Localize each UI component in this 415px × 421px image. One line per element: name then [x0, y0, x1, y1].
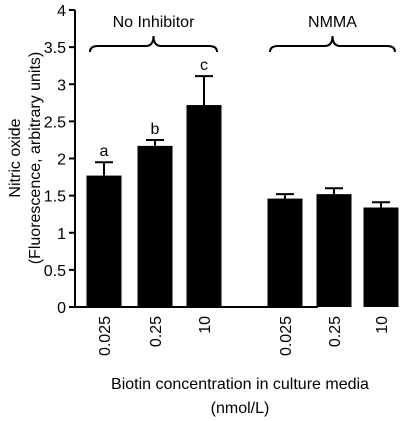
group-brace [269, 35, 396, 53]
y-tick-label: 3 [57, 77, 66, 94]
y-tick-label: 4 [57, 3, 66, 20]
group-label: NMMA [308, 14, 357, 31]
group-brace [89, 35, 218, 53]
group-label: No Inhibitor [113, 14, 195, 31]
y-tick-label: 0.5 [44, 263, 66, 280]
x-tick-label: 0.025 [278, 316, 295, 356]
y-tick-label: 3.5 [44, 40, 66, 57]
x-tick-label: 10 [197, 316, 214, 334]
axes: 0 0.5 1 1.5 2 2.5 3 3.5 4 [44, 3, 318, 317]
x-axis-title-line1: Biotin concentration in culture media [111, 376, 369, 393]
bar-marks [86, 75, 399, 307]
bar [316, 194, 352, 307]
x-tick-label: 0.25 [327, 316, 344, 347]
y-tick-label: 2.5 [44, 114, 66, 131]
x-axis-title-line2: (nmol/L) [211, 400, 270, 417]
y-tick-label: 1 [57, 226, 66, 243]
bar [86, 175, 122, 307]
bar [267, 198, 303, 307]
x-tick-label: 0.025 [97, 316, 114, 356]
bar [137, 145, 173, 307]
y-tick-label: 1.5 [44, 189, 66, 206]
significance-label: c [200, 57, 208, 74]
x-tick-label: 10 [374, 316, 391, 334]
significance-label: a [100, 143, 109, 160]
x-tick-label: 0.25 [148, 316, 165, 347]
bar [363, 207, 399, 307]
y-axis-title-line1: Nitric oxide [7, 118, 24, 197]
chart-labels: Nitric oxide (Fluorescence, arbitrary un… [7, 14, 396, 417]
bar [186, 105, 222, 307]
y-tick-label: 2 [57, 152, 66, 169]
y-tick-label: 0 [57, 300, 66, 317]
y-axis-title-line2: (Fluorescence, arbitrary units) [27, 52, 44, 265]
significance-label: b [151, 121, 160, 138]
